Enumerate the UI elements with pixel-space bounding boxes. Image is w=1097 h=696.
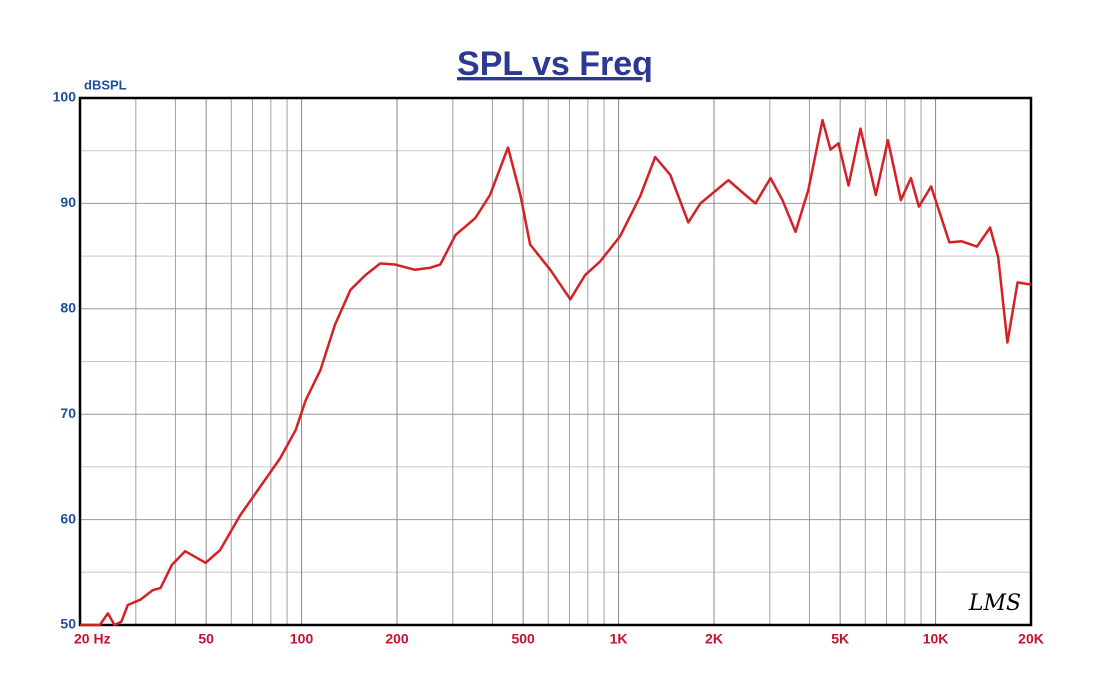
x-tick-label: 50 bbox=[198, 631, 214, 647]
x-tick-label: 1K bbox=[610, 631, 628, 647]
spl-curve bbox=[80, 118, 1032, 627]
plot-frame bbox=[78, 96, 1033, 627]
y-tick-label: 50 bbox=[60, 616, 76, 632]
x-tick-label: 10K bbox=[923, 631, 949, 647]
x-tick-label: 20 Hz bbox=[74, 631, 111, 647]
watermark: LMS bbox=[968, 591, 1021, 616]
x-tick-label: 20K bbox=[1018, 631, 1044, 647]
y-tick-label: 80 bbox=[60, 300, 76, 316]
x-tick-label: 500 bbox=[511, 631, 535, 647]
y-tick-label: 100 bbox=[53, 89, 77, 105]
y-tick-label: 60 bbox=[60, 510, 76, 526]
x-tick-label: 2K bbox=[705, 631, 723, 647]
chart-title: SPL vs Freq bbox=[457, 45, 653, 83]
x-tick-label: 100 bbox=[290, 631, 314, 647]
x-tick-label: 200 bbox=[385, 631, 409, 647]
y-tick-label: 90 bbox=[60, 194, 76, 210]
y-tick-label: 70 bbox=[60, 405, 76, 421]
y-axis-label: dBSPL bbox=[84, 77, 127, 92]
x-tick-label: 5K bbox=[831, 631, 849, 647]
